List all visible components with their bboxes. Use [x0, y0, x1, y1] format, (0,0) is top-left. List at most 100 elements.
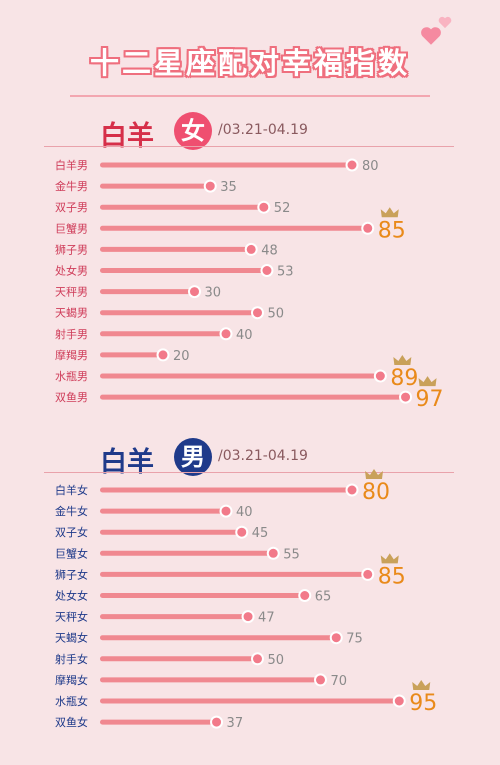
bar-end-dot	[345, 158, 359, 172]
bar-end-dot	[251, 652, 264, 666]
category-label: 天蝎女	[55, 631, 88, 645]
category-label: 金牛男	[55, 179, 88, 193]
bar-end-dot	[361, 567, 375, 581]
crown-icon	[365, 469, 383, 479]
category-label: 处女男	[55, 264, 88, 278]
category-label: 双鱼女	[55, 715, 88, 729]
bar-end-dot	[219, 504, 233, 518]
bar-end-dot	[203, 179, 217, 193]
bar-end-dot	[188, 285, 201, 299]
bar	[100, 162, 352, 168]
value-label: 40	[236, 328, 253, 343]
value-label: 89	[390, 366, 418, 391]
bar	[100, 394, 406, 400]
bar	[100, 635, 337, 641]
bar	[100, 352, 163, 358]
date-range: /03.21-04.19	[218, 448, 308, 464]
bar	[100, 677, 321, 683]
bar	[100, 268, 267, 273]
bar	[100, 550, 274, 556]
section-divider	[44, 146, 454, 147]
category-label: 天秤女	[55, 610, 88, 624]
bar	[100, 225, 368, 231]
bar	[100, 487, 352, 493]
category-label: 水瓶男	[55, 369, 88, 383]
bar	[100, 246, 252, 252]
value-label: 65	[315, 590, 332, 605]
date-range: /03.21-04.19	[218, 122, 308, 138]
bar	[100, 331, 226, 337]
heart-icon	[438, 16, 452, 29]
value-label: 95	[409, 691, 437, 716]
bar-end-dot	[392, 694, 406, 708]
bar	[100, 614, 249, 620]
bar-end-dot	[361, 221, 375, 235]
value-label: 48	[261, 243, 278, 258]
gender-badge: 男	[174, 438, 212, 476]
bar	[100, 373, 381, 379]
value-label: 70	[331, 674, 348, 689]
bar-end-dot	[345, 483, 359, 497]
value-label: 20	[173, 349, 190, 364]
value-label: 50	[268, 307, 285, 322]
bar	[100, 719, 217, 725]
value-label: 53	[277, 265, 294, 280]
crown-icon	[380, 207, 399, 218]
value-label: 80	[362, 480, 390, 505]
bar	[100, 204, 264, 210]
value-label: 50	[268, 653, 285, 668]
bar-end-dot	[399, 390, 413, 404]
bar-end-dot	[257, 200, 271, 214]
bar-end-dot	[329, 631, 343, 645]
bar	[100, 656, 258, 662]
category-label: 摩羯男	[55, 348, 88, 362]
crown-icon	[393, 355, 412, 365]
bar-end-dot	[156, 348, 170, 362]
category-label: 巨蟹男	[55, 221, 88, 235]
crown-icon	[412, 680, 431, 690]
value-label: 85	[378, 218, 406, 243]
bar-end-dot	[219, 327, 233, 341]
category-label: 射手男	[55, 327, 88, 341]
bar	[100, 310, 258, 316]
category-label: 巨蟹女	[55, 546, 88, 560]
bar	[100, 571, 368, 577]
category-label: 射手女	[55, 652, 88, 666]
category-label: 双子男	[55, 201, 88, 214]
category-label: 天蝎男	[55, 307, 88, 320]
bar	[100, 183, 211, 189]
crown-icon	[418, 376, 437, 387]
category-label: 白羊男	[55, 158, 88, 172]
page-title: 十二星座配对幸福指数	[89, 46, 410, 80]
bar-end-dot	[260, 264, 274, 277]
bar-end-dot	[210, 715, 224, 729]
value-label: 85	[378, 564, 406, 589]
bar	[100, 698, 400, 704]
bar-end-dot	[314, 673, 327, 687]
bar-end-dot	[251, 306, 264, 320]
bar-end-dot	[241, 610, 255, 624]
category-label: 水瓶女	[55, 694, 88, 708]
bar	[100, 508, 226, 514]
title-divider	[70, 95, 430, 97]
bar-end-dot	[373, 369, 387, 383]
value-label: 37	[227, 716, 244, 731]
value-label: 45	[252, 526, 269, 541]
value-label: 30	[205, 286, 222, 301]
bar-end-dot	[244, 242, 258, 256]
bar-end-dot	[298, 589, 312, 602]
gender-badge: 女	[174, 112, 212, 150]
category-label: 金牛女	[55, 504, 88, 518]
bar-end-dot	[235, 525, 249, 539]
value-label: 97	[416, 387, 444, 412]
bar	[100, 529, 242, 535]
bar	[100, 593, 305, 598]
value-label: 80	[362, 159, 379, 174]
value-label: 75	[346, 632, 363, 647]
crown-icon	[380, 553, 399, 564]
category-label: 处女女	[55, 589, 88, 603]
section-divider	[44, 472, 454, 473]
